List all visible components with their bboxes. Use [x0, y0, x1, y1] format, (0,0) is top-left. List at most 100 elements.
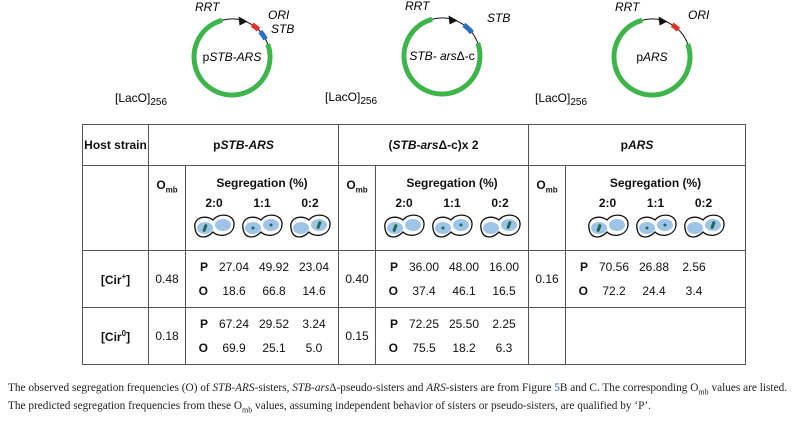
- ratio-label: 1:1: [443, 196, 461, 210]
- value: 16.5: [492, 284, 516, 298]
- stb-segment: [462, 22, 474, 35]
- value: 46.1: [452, 284, 476, 298]
- value-line: P 36.00 48.00 16.00: [376, 255, 528, 279]
- value-line: P 67.24 29.52 3.24: [186, 312, 338, 336]
- plasmid-dot: [506, 221, 512, 229]
- row-key: O: [198, 284, 208, 298]
- cell-icons: [376, 210, 528, 240]
- ratio-labels: 2:0 1:1 0:2: [566, 196, 745, 210]
- cell-icon: [194, 214, 235, 238]
- value-line: O 75.5 18.2 6.3: [376, 336, 528, 360]
- omb-value: 0.40: [338, 250, 376, 308]
- blank: [82, 165, 149, 251]
- cell-icons: [186, 210, 338, 240]
- value: 37.4: [412, 284, 436, 298]
- ratio-label: 2:0: [205, 196, 223, 210]
- ratio-label: 0:2: [694, 196, 713, 210]
- value: 14.6: [302, 284, 326, 298]
- row-key: P: [199, 260, 208, 274]
- segregation-values: P 67.24 29.52 3.24 O 69.9 25.1 5.0: [185, 307, 339, 365]
- value: 2.25: [492, 317, 516, 331]
- segregation-header: Segregation (%) 2:0 1:1 0:2: [565, 165, 746, 251]
- value: 3.4: [685, 284, 703, 298]
- segregation-values: P 36.00 48.00 16.00 O 37.4 46.1 16.5: [375, 250, 529, 308]
- ori-label: ORI: [268, 8, 290, 22]
- value: 36.00: [408, 260, 440, 274]
- segregation-title: Segregation (%): [609, 176, 702, 190]
- strain-label: [Cir+]: [82, 250, 149, 308]
- laco-label: [LacO]256: [115, 91, 167, 108]
- segregation-values: P 72.25 25.50 2.25 O 75.5 18.2 6.3: [375, 307, 529, 365]
- value-line: O 72.2 24.4 3.4: [566, 279, 745, 303]
- row-key: O: [388, 341, 398, 355]
- cell-icon: [683, 214, 725, 238]
- caption: The observed segregation frequencies (O)…: [8, 381, 794, 418]
- cell-icon: [587, 214, 629, 238]
- value: 5.0: [305, 341, 323, 355]
- text-segment: O: [156, 178, 166, 192]
- plasmid-dot: [710, 221, 715, 229]
- plasmid-name: pARS: [636, 50, 667, 64]
- text-segment: +: [121, 271, 127, 281]
- cell-icon: [290, 214, 331, 238]
- segregation-values: P 27.04 49.92 23.04 O 18.6 66.8 14.6: [185, 250, 339, 308]
- cell-icon: [432, 214, 473, 238]
- omb-header: Omb: [338, 165, 376, 251]
- value: 18.2: [452, 341, 476, 355]
- rrt-arrow: [448, 15, 458, 25]
- text-segment: ARS: [642, 50, 668, 64]
- plasmid-dot: [663, 223, 666, 227]
- text-segment: Δ-c)x 2: [438, 138, 479, 152]
- value-line: O 18.6 66.8 14.6: [186, 279, 338, 303]
- plasmid-dot: [202, 224, 208, 232]
- value: 72.2: [602, 284, 626, 298]
- rrt-arc: [432, 17, 479, 44]
- value-line: O 37.4 46.1 16.5: [376, 279, 528, 303]
- value: 69.9: [222, 341, 246, 355]
- row-key: P: [199, 317, 208, 331]
- nucleus: [608, 219, 625, 231]
- stb-label: STB: [271, 22, 294, 36]
- value-line: P 72.25 25.50 2.25: [376, 312, 528, 336]
- text-segment: [Cir: [100, 329, 122, 344]
- segregation-header: Segregation (%) 2:0 1:1 0:2: [375, 165, 529, 251]
- omb-value: [528, 307, 566, 365]
- plasmid-backbone: [401, 16, 483, 97]
- text-segment: 5: [554, 382, 560, 394]
- text-segment: ARS: [426, 382, 446, 394]
- text-segment: 0: [121, 328, 127, 338]
- value: 23.04: [298, 260, 330, 274]
- value: 24.4: [642, 284, 666, 298]
- rrt-label: RRT: [195, 0, 221, 14]
- text-segment: Δ-pseudo-sisters and: [329, 382, 427, 394]
- group-header: pSTB-ARS: [148, 124, 339, 166]
- ratio-labels: 2:0 1:1 0:2: [376, 196, 528, 210]
- text-segment: STB-ARS: [220, 138, 274, 152]
- text-segment: values, assuming independent behavior of…: [252, 400, 651, 413]
- laco-copies: 256: [570, 97, 587, 108]
- laco-copies: 256: [150, 97, 167, 108]
- laco-label: [LacO]256: [325, 90, 377, 107]
- data-row: [Cir+] 0.48 P 27.04 49.92 23.04 O 18.6 66.8 14.6 0…: [82, 250, 746, 308]
- text-segment: -sisters,: [254, 382, 293, 394]
- header-row: Host strain pSTB-ARS (STB-arsΔ-c)x 2 pARS: [82, 124, 746, 166]
- nucleus: [686, 222, 703, 234]
- text-segment: p: [213, 138, 221, 152]
- plasmid-backbone: [191, 17, 273, 98]
- value: 66.8: [262, 284, 286, 298]
- plasmid-dot: [441, 226, 445, 230]
- text-segment: mb: [698, 387, 709, 397]
- plasmid-name: STB- arsΔ-c: [409, 49, 474, 63]
- text-segment: (: [388, 138, 393, 152]
- plasmid-dot: [596, 224, 601, 232]
- segregation-values: P 70.56 26.88 2.56 O 72.2 24.4 3.4: [565, 250, 746, 308]
- plasmid-dot: [251, 226, 255, 230]
- segregation-values: [565, 307, 746, 365]
- stb-label: STB: [487, 11, 510, 25]
- omb-header: Omb: [148, 165, 186, 251]
- text-segment: STB-ars: [392, 138, 439, 152]
- value: 2.56: [682, 260, 706, 274]
- plasmid-dot: [645, 226, 648, 230]
- subheader-row: Omb Segregation (%) 2:0 1:1 0:2 Omb Segregatio…: [82, 165, 746, 251]
